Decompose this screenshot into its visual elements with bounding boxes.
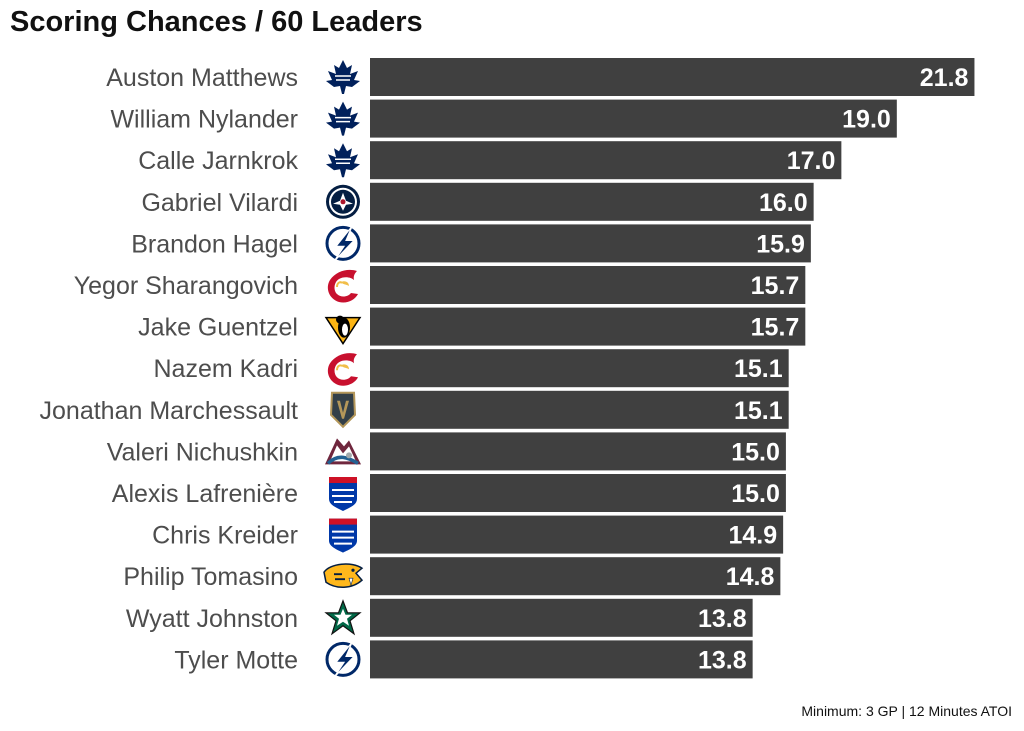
bar [370,99,897,138]
player-name-label: Nazem Kadri [154,355,299,383]
bar [370,474,786,512]
bar-value-label: 15.1 [734,355,783,383]
maple-leafs-logo-icon [326,143,360,178]
bar-value-label: 19.0 [842,106,891,134]
bar-value-label: 15.1 [734,397,783,425]
player-name-label: Philip Tomasino [123,563,298,591]
bar-value-label: 15.0 [731,438,780,466]
bar-value-label: 15.7 [751,314,800,342]
bar [370,598,753,637]
bar-value-label: 14.9 [728,522,777,550]
rangers-logo-icon [329,518,357,553]
lightning-logo-icon [325,641,361,678]
bar [370,307,806,346]
jets-logo-icon [326,184,360,219]
player-name-label: Wyatt Johnston [126,605,298,633]
avalanche-logo-icon [325,438,361,465]
bar [370,432,786,471]
player-name-label: Calle Jarnkrok [138,147,298,175]
maple-leafs-logo-icon [326,60,360,94]
bar-value-label: 17.0 [787,147,836,175]
bar [370,390,789,429]
flames-logo-icon [327,269,358,303]
player-name-label: Valeri Nichushkin [107,438,298,466]
maple-leafs-logo-icon [326,101,360,136]
golden-knights-logo-icon [329,391,357,429]
player-name-label: Yegor Sharangovich [74,272,298,300]
bar [370,58,975,96]
predators-logo-icon [323,563,364,588]
penguins-logo-icon [324,315,362,345]
bar-value-label: 13.8 [698,646,747,674]
bar-value-label: 15.9 [756,230,805,258]
player-name-label: William Nylander [110,106,298,134]
bar-value-label: 14.8 [726,563,775,591]
bar-value-label: 16.0 [759,189,808,217]
lightning-logo-icon [325,225,361,262]
bar [370,224,811,263]
bar [370,557,781,596]
bar [370,640,753,679]
bar [370,266,806,304]
bar [370,349,789,388]
player-name-label: Gabriel Vilardi [141,189,298,217]
bar [370,182,814,221]
bar [370,515,784,554]
player-name-label: Chris Kreider [152,522,298,550]
bar-value-label: 15.7 [751,272,800,300]
player-name-label: Jonathan Marchessault [40,397,299,425]
stars-logo-icon [324,599,362,636]
player-name-label: Brandon Hagel [131,230,298,258]
bar-value-label: 13.8 [698,605,747,633]
bar-value-label: 15.0 [731,480,780,508]
player-name-label: Jake Guentzel [138,314,298,342]
chart-caption: Minimum: 3 GP | 12 Minutes ATOI [801,703,1012,719]
player-name-label: Alexis Lafrenière [112,480,298,508]
player-name-label: Tyler Motte [174,646,298,674]
flames-logo-icon [327,353,358,386]
rangers-logo-icon [329,477,357,511]
chart-title: Scoring Chances / 60 Leaders [10,6,423,38]
player-name-label: Auston Matthews [106,64,298,92]
bar [370,141,842,180]
bar-value-label: 21.8 [920,64,969,92]
